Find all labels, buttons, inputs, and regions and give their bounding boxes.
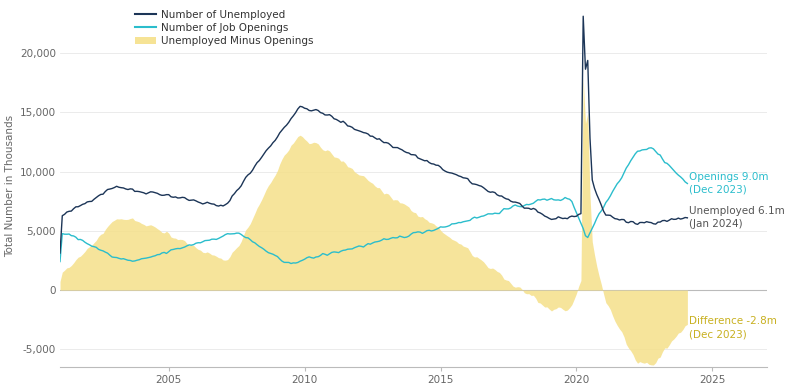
Y-axis label: Total Number in Thousands: Total Number in Thousands <box>6 115 15 257</box>
Text: Openings 9.0m
(Dec 2023): Openings 9.0m (Dec 2023) <box>689 172 769 195</box>
Text: Unemployed 6.1m
(Jan 2024): Unemployed 6.1m (Jan 2024) <box>689 206 785 230</box>
Legend: Number of Unemployed, Number of Job Openings, Unemployed Minus Openings: Number of Unemployed, Number of Job Open… <box>130 5 318 50</box>
Text: Difference -2.8m
(Dec 2023): Difference -2.8m (Dec 2023) <box>689 316 777 340</box>
